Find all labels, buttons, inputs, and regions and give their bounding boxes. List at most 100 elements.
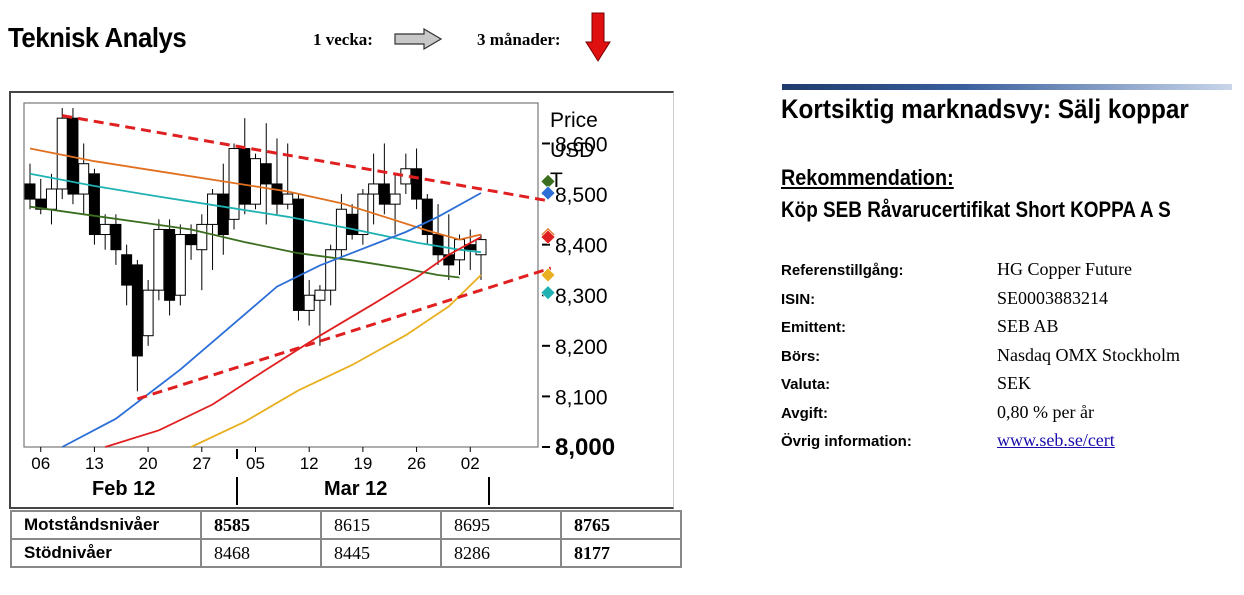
candle bbox=[99, 223, 111, 236]
plot-area bbox=[23, 102, 539, 448]
page-title: Teknisk Analys bbox=[8, 22, 187, 53]
candle bbox=[196, 223, 208, 251]
arrow-down-icon bbox=[585, 12, 611, 62]
ma-marker-icon bbox=[540, 267, 556, 283]
candle bbox=[35, 198, 47, 210]
y-tick-label: 8,200 bbox=[555, 336, 608, 359]
info-value: SEK bbox=[997, 373, 1032, 393]
support-value: 8445 bbox=[320, 538, 442, 568]
x-tick-label: 06 bbox=[31, 454, 50, 473]
month-label-feb: Feb 12 bbox=[92, 478, 156, 500]
trend-line bbox=[136, 266, 552, 401]
x-tick-label: 26 bbox=[407, 454, 426, 473]
moving-average-line bbox=[29, 147, 482, 241]
candle bbox=[207, 193, 219, 225]
candle bbox=[110, 223, 122, 251]
trend-quarter-label: 3 månader: bbox=[477, 30, 561, 49]
moving-average-line bbox=[190, 274, 482, 448]
candle bbox=[335, 208, 347, 251]
y-tick-label: 8,500 bbox=[555, 184, 608, 207]
info-value: Nasdaq OMX Stockholm bbox=[997, 344, 1180, 365]
moving-average-line bbox=[29, 205, 460, 279]
support-value: 8286 bbox=[440, 538, 562, 568]
month-separator bbox=[488, 477, 490, 505]
x-tick-label: 27 bbox=[192, 454, 211, 473]
candle bbox=[292, 198, 304, 311]
candle bbox=[250, 158, 261, 205]
y-axis-label: Price bbox=[550, 109, 598, 132]
price-chart: 8,600 8,500 8,400 8,300 8,200 8,100 8,000 Price… bbox=[23, 102, 615, 473]
resistance-value: 8585 bbox=[200, 510, 322, 540]
candle bbox=[432, 234, 444, 256]
candle bbox=[78, 163, 90, 195]
info-key: Referenstillgång: bbox=[781, 262, 904, 279]
candle bbox=[164, 228, 176, 301]
candle bbox=[185, 234, 197, 246]
candle bbox=[421, 198, 433, 236]
info-key: Avgift: bbox=[781, 404, 828, 422]
candle bbox=[45, 188, 57, 210]
x-tick-label: 05 bbox=[246, 454, 265, 473]
resistance-label: Motståndsnivåer bbox=[10, 510, 202, 540]
candle bbox=[239, 148, 251, 205]
candle bbox=[217, 193, 229, 236]
candle bbox=[325, 249, 337, 291]
candle bbox=[314, 289, 326, 301]
x-tick-label: 19 bbox=[353, 454, 372, 473]
ma-marker-icon bbox=[540, 285, 556, 301]
y-tick-label: 8,600 bbox=[555, 133, 608, 156]
moving-average-line bbox=[61, 192, 482, 448]
candle bbox=[357, 193, 369, 236]
recommendation-text: Köp SEB Råvarucertifikat Short KOPPA A S bbox=[781, 197, 1171, 222]
resistance-row: Motståndsnivåer 8585 8615 8695 8765 bbox=[10, 510, 682, 540]
candle bbox=[174, 234, 186, 296]
info-key: Valuta: bbox=[781, 376, 831, 393]
candle bbox=[88, 173, 100, 236]
recommendation-heading: Rekommendation: bbox=[781, 165, 954, 190]
info-key: Börs: bbox=[781, 347, 821, 365]
support-value: 8177 bbox=[560, 538, 682, 568]
support-label: Stödnivåer bbox=[10, 538, 202, 568]
moving-average-line bbox=[104, 236, 482, 448]
y-axis-label: USD bbox=[550, 139, 594, 162]
support-row: Stödnivåer 8468 8445 8286 8177 bbox=[10, 538, 682, 568]
y-tick-label: 8,000 bbox=[555, 434, 615, 461]
candle bbox=[142, 289, 154, 337]
month-label-mar: Mar 12 bbox=[324, 478, 388, 500]
info-value: HG Copper Future bbox=[997, 259, 1132, 279]
candle bbox=[271, 183, 283, 205]
arrow-right-icon bbox=[394, 28, 442, 50]
x-tick-label: 13 bbox=[85, 454, 104, 473]
candle bbox=[121, 254, 133, 286]
y-tick-label: 8,100 bbox=[555, 386, 608, 409]
info-key: ISIN: bbox=[781, 290, 816, 308]
ma-marker-icon bbox=[540, 229, 556, 245]
candle bbox=[346, 213, 358, 236]
y-tick-label: 8,300 bbox=[555, 285, 608, 308]
info-key: Övrig information: bbox=[781, 433, 912, 450]
candle bbox=[303, 294, 315, 311]
accent-bar bbox=[782, 84, 1232, 90]
resistance-value: 8765 bbox=[560, 510, 682, 540]
y-axis-label: T bbox=[550, 169, 563, 192]
candle bbox=[378, 183, 390, 205]
candle bbox=[131, 264, 143, 357]
candle bbox=[368, 183, 380, 195]
y-tick-label: 8,400 bbox=[555, 235, 608, 258]
chart-frame bbox=[9, 91, 674, 509]
candle bbox=[24, 183, 36, 200]
x-tick-label: 02 bbox=[461, 454, 480, 473]
trend-week-label: 1 vecka: bbox=[313, 30, 373, 49]
trend-line bbox=[61, 114, 552, 203]
info-value: SEB AB bbox=[997, 316, 1059, 336]
moving-average-line bbox=[29, 172, 482, 254]
candle bbox=[260, 163, 272, 185]
info-value: SE0003883214 bbox=[997, 287, 1109, 308]
candle bbox=[475, 239, 487, 256]
support-value: 8468 bbox=[200, 538, 322, 568]
month-separator bbox=[236, 477, 238, 505]
info-key: Emittent: bbox=[781, 319, 846, 336]
candle bbox=[411, 168, 423, 200]
candle bbox=[282, 193, 294, 205]
info-link[interactable]: www.seb.se/cert bbox=[997, 430, 1115, 450]
